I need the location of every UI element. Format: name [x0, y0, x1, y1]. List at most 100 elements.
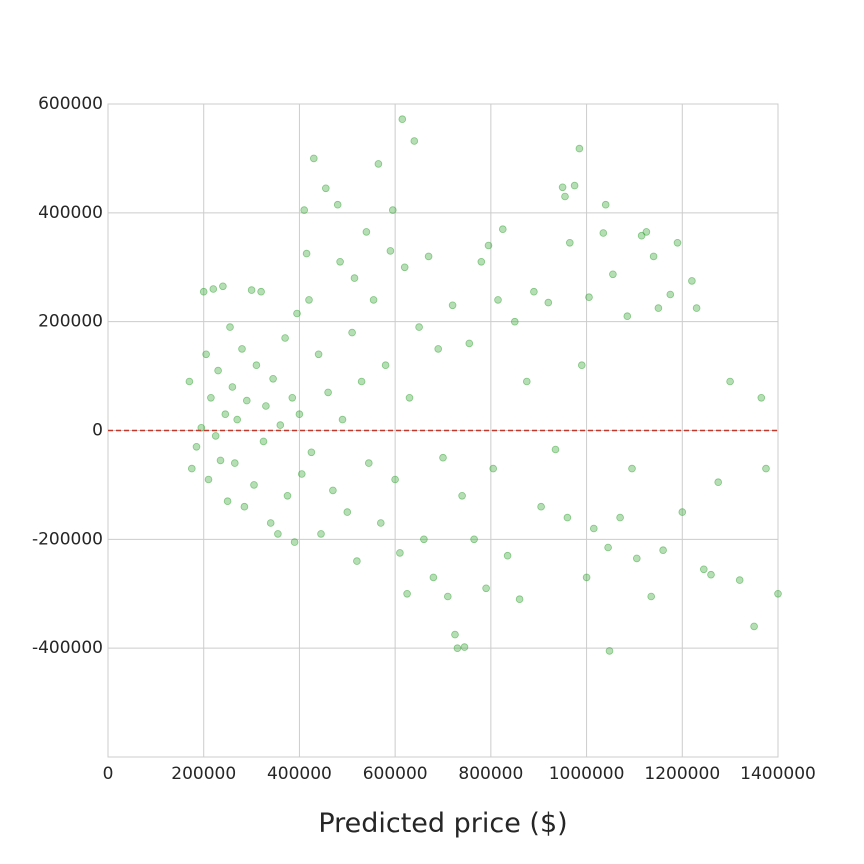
data-point	[269, 374, 277, 383]
data-point	[601, 200, 610, 209]
data-point	[707, 570, 715, 579]
data-point	[489, 464, 498, 473]
data-point	[388, 206, 397, 214]
data-point	[262, 402, 270, 410]
data-point	[336, 257, 344, 266]
data-point	[585, 293, 593, 302]
y-tick-label: 400000	[38, 203, 103, 223]
data-point	[544, 298, 553, 307]
data-point	[204, 475, 213, 484]
data-point	[353, 557, 361, 565]
y-tick-label: -200000	[32, 529, 103, 549]
data-point	[692, 304, 701, 312]
data-point	[616, 513, 624, 522]
data-point	[288, 393, 297, 402]
data-point	[233, 415, 242, 424]
x-tick-label: 200000	[171, 764, 236, 784]
data-point	[659, 546, 667, 554]
data-point	[448, 301, 457, 310]
data-point	[281, 334, 289, 342]
data-point	[362, 228, 371, 236]
data-point	[364, 459, 373, 467]
data-point	[565, 239, 574, 247]
data-point	[300, 206, 309, 214]
data-point	[605, 647, 614, 655]
data-point	[537, 502, 545, 511]
data-point	[240, 502, 249, 511]
data-point	[324, 388, 332, 397]
data-point	[209, 285, 218, 293]
data-point	[647, 592, 655, 601]
y-tick-label: -400000	[32, 638, 103, 658]
data-point	[757, 393, 766, 402]
data-point	[343, 508, 352, 516]
data-point	[623, 312, 632, 321]
x-tick-label: 1400000	[740, 764, 816, 784]
data-point	[599, 229, 608, 237]
y-tick-label: 0	[92, 421, 103, 441]
data-point	[453, 644, 462, 652]
x-tick-label: 800000	[458, 764, 523, 784]
data-point	[317, 530, 325, 538]
data-point	[551, 445, 560, 454]
data-point	[642, 228, 651, 236]
data-point	[219, 282, 227, 291]
data-point	[348, 328, 356, 337]
x-axis-title: Predicted price ($)	[318, 808, 567, 839]
data-point	[216, 456, 225, 465]
data-point	[484, 241, 493, 250]
x-tick-label: 1200000	[644, 764, 720, 784]
data-point	[451, 630, 459, 639]
data-point	[396, 549, 404, 557]
data-point	[207, 393, 215, 402]
data-point	[678, 508, 687, 516]
data-point	[429, 573, 438, 582]
data-point	[307, 448, 316, 457]
data-point	[439, 453, 447, 462]
data-point	[259, 437, 268, 446]
data-point	[735, 576, 744, 584]
y-axis-ticks: -400000 -200000 0 200000 400000 600000	[32, 94, 103, 658]
data-point	[589, 524, 598, 533]
data-point	[632, 554, 641, 563]
data-point	[410, 137, 419, 145]
data-point	[192, 442, 201, 451]
data-point	[350, 274, 359, 282]
data-point	[498, 225, 507, 234]
data-point	[357, 377, 366, 386]
data-point	[283, 491, 292, 500]
data-point	[515, 595, 524, 603]
data-point	[391, 475, 399, 484]
data-point	[458, 491, 466, 500]
data-point	[477, 257, 486, 266]
data-point	[726, 377, 734, 386]
data-point	[202, 350, 210, 359]
data-point	[297, 470, 306, 478]
data-point	[582, 573, 591, 582]
data-point	[214, 366, 222, 375]
data-point	[333, 200, 342, 209]
data-point	[238, 345, 246, 353]
data-point	[434, 345, 443, 353]
data-point	[460, 643, 469, 651]
data-point	[750, 622, 758, 631]
data-point	[295, 410, 304, 419]
data-point	[503, 551, 512, 560]
data-point	[465, 339, 474, 348]
data-point	[252, 361, 261, 370]
data-point	[774, 589, 782, 598]
data-point	[577, 361, 586, 370]
data-point	[762, 464, 770, 473]
data-point	[290, 538, 299, 546]
data-point	[649, 252, 658, 261]
data-point	[211, 432, 220, 440]
data-point	[666, 290, 675, 299]
data-point	[405, 393, 414, 402]
data-point	[185, 377, 194, 386]
data-point	[309, 154, 318, 163]
data-point	[420, 535, 428, 544]
data-point	[374, 160, 383, 168]
y-tick-label: 200000	[38, 312, 103, 332]
